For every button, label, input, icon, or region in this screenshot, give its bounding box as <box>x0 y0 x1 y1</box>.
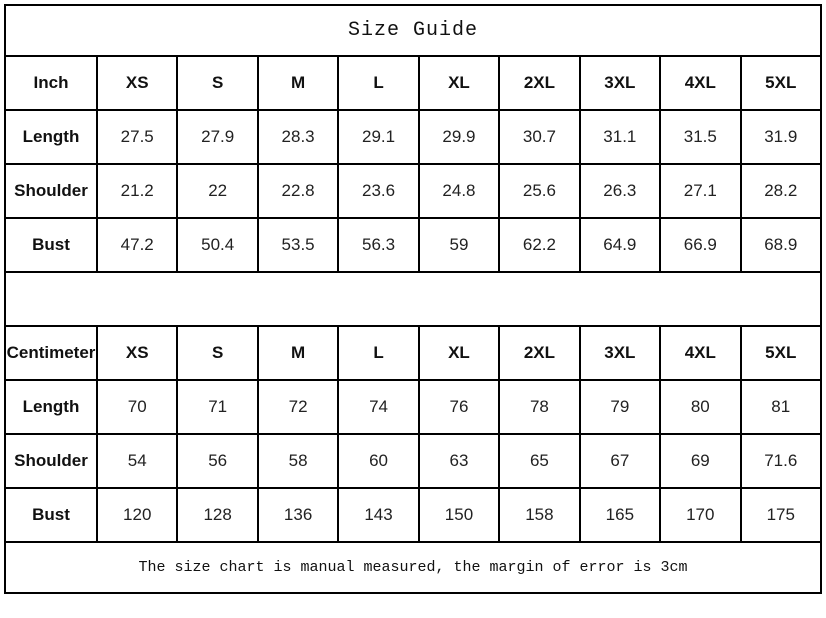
unit-label: Centimeter <box>4 325 98 381</box>
measurement-label: Length <box>4 379 98 435</box>
measurement-label: Bust <box>4 217 98 273</box>
measurement-value: 54 <box>95 433 179 489</box>
measurement-value: 31.9 <box>739 109 822 165</box>
measurement-label: Bust <box>4 487 98 543</box>
measurement-value: 59 <box>417 217 501 273</box>
measurement-value: 26.3 <box>578 163 662 219</box>
measurement-value: 56.3 <box>337 217 420 273</box>
measurement-value: 67 <box>578 433 662 489</box>
size-column-header: 2XL <box>498 55 581 111</box>
measurement-value: 74 <box>337 379 420 435</box>
footer-row: The size chart is manual measured, the m… <box>4 541 822 594</box>
measurement-value: 62.2 <box>498 217 581 273</box>
measurement-value: 64.9 <box>578 217 662 273</box>
size-column-header: XL <box>417 55 501 111</box>
measurement-row: Length 70 71 72 74 76 78 79 80 81 <box>4 379 822 435</box>
measurement-row: Length 27.5 27.9 28.3 29.1 29.9 30.7 31.1 31.5 31… <box>4 109 822 165</box>
size-column-header: M <box>256 55 340 111</box>
measurement-value: 63 <box>417 433 501 489</box>
size-column-header: M <box>256 325 340 381</box>
size-column-header: 4XL <box>659 55 742 111</box>
measurement-value: 31.1 <box>578 109 662 165</box>
measurement-value: 175 <box>739 487 822 543</box>
measurement-value: 53.5 <box>256 217 340 273</box>
measurement-value: 28.2 <box>739 163 822 219</box>
measurement-label: Shoulder <box>4 433 98 489</box>
size-header-row: Centimeter XS S M L XL 2XL 3XL 4XL 5XL <box>4 325 822 381</box>
measurement-value: 29.9 <box>417 109 501 165</box>
measurement-value: 60 <box>337 433 420 489</box>
measurement-row: Bust 120 128 136 143 150 158 165 170 175 <box>4 487 822 543</box>
measurement-value: 27.5 <box>95 109 179 165</box>
measurement-value: 70 <box>95 379 179 435</box>
size-column-header: XS <box>95 325 179 381</box>
measurement-value: 22 <box>176 163 259 219</box>
measurement-value: 30.7 <box>498 109 581 165</box>
size-column-header: L <box>337 325 420 381</box>
size-column-header: 2XL <box>498 325 581 381</box>
measurement-value: 24.8 <box>417 163 501 219</box>
measurement-row: Shoulder 54 56 58 60 63 65 67 69 71.6 <box>4 433 822 489</box>
size-column-header: S <box>176 55 259 111</box>
measurement-value: 50.4 <box>176 217 259 273</box>
measurement-value: 76 <box>417 379 501 435</box>
size-header-row: Inch XS S M L XL 2XL 3XL 4XL 5XL <box>4 55 822 111</box>
title-row: Size Guide <box>4 4 822 57</box>
measurement-value: 80 <box>659 379 742 435</box>
measurement-value: 31.5 <box>659 109 742 165</box>
unit-label: Inch <box>4 55 98 111</box>
measurement-value: 65 <box>498 433 581 489</box>
size-column-header: XL <box>417 325 501 381</box>
measurement-value: 72 <box>256 379 340 435</box>
measurement-value: 128 <box>176 487 259 543</box>
measurement-value: 27.1 <box>659 163 742 219</box>
measurement-value: 21.2 <box>95 163 179 219</box>
size-column-header: 5XL <box>739 325 822 381</box>
measurement-value: 66.9 <box>659 217 742 273</box>
measurement-value: 170 <box>659 487 742 543</box>
measurement-value: 81 <box>739 379 822 435</box>
size-column-header: L <box>337 55 420 111</box>
table-spacer-row <box>4 271 822 327</box>
measurement-value: 23.6 <box>337 163 420 219</box>
measurement-value: 68.9 <box>739 217 822 273</box>
measurement-value: 136 <box>256 487 340 543</box>
footer-note: The size chart is manual measured, the m… <box>4 541 822 594</box>
size-column-header: 3XL <box>578 325 662 381</box>
measurement-label: Length <box>4 109 98 165</box>
size-column-header: 4XL <box>659 325 742 381</box>
measurement-value: 28.3 <box>256 109 340 165</box>
page-title: Size Guide <box>4 4 822 57</box>
table-spacer-cell <box>4 271 822 327</box>
size-guide-table: Size Guide Inch XS S M L XL 2XL 3XL 4XL 5XL Length… <box>4 4 822 594</box>
measurement-value: 69 <box>659 433 742 489</box>
measurement-value: 25.6 <box>498 163 581 219</box>
size-column-header: 5XL <box>739 55 822 111</box>
measurement-row: Shoulder 21.2 22 22.8 23.6 24.8 25.6 26.3 27.1 28… <box>4 163 822 219</box>
measurement-value: 56 <box>176 433 259 489</box>
size-column-header: S <box>176 325 259 381</box>
measurement-value: 158 <box>498 487 581 543</box>
measurement-value: 71 <box>176 379 259 435</box>
measurement-value: 120 <box>95 487 179 543</box>
measurement-row: Bust 47.2 50.4 53.5 56.3 59 62.2 64.9 66.9 68.9 <box>4 217 822 273</box>
size-column-header: XS <box>95 55 179 111</box>
measurement-value: 143 <box>337 487 420 543</box>
measurement-value: 71.6 <box>739 433 822 489</box>
measurement-value: 27.9 <box>176 109 259 165</box>
measurement-label: Shoulder <box>4 163 98 219</box>
measurement-value: 47.2 <box>95 217 179 273</box>
measurement-value: 29.1 <box>337 109 420 165</box>
measurement-value: 58 <box>256 433 340 489</box>
measurement-value: 165 <box>578 487 662 543</box>
measurement-value: 22.8 <box>256 163 340 219</box>
measurement-value: 79 <box>578 379 662 435</box>
size-column-header: 3XL <box>578 55 662 111</box>
measurement-value: 78 <box>498 379 581 435</box>
measurement-value: 150 <box>417 487 501 543</box>
